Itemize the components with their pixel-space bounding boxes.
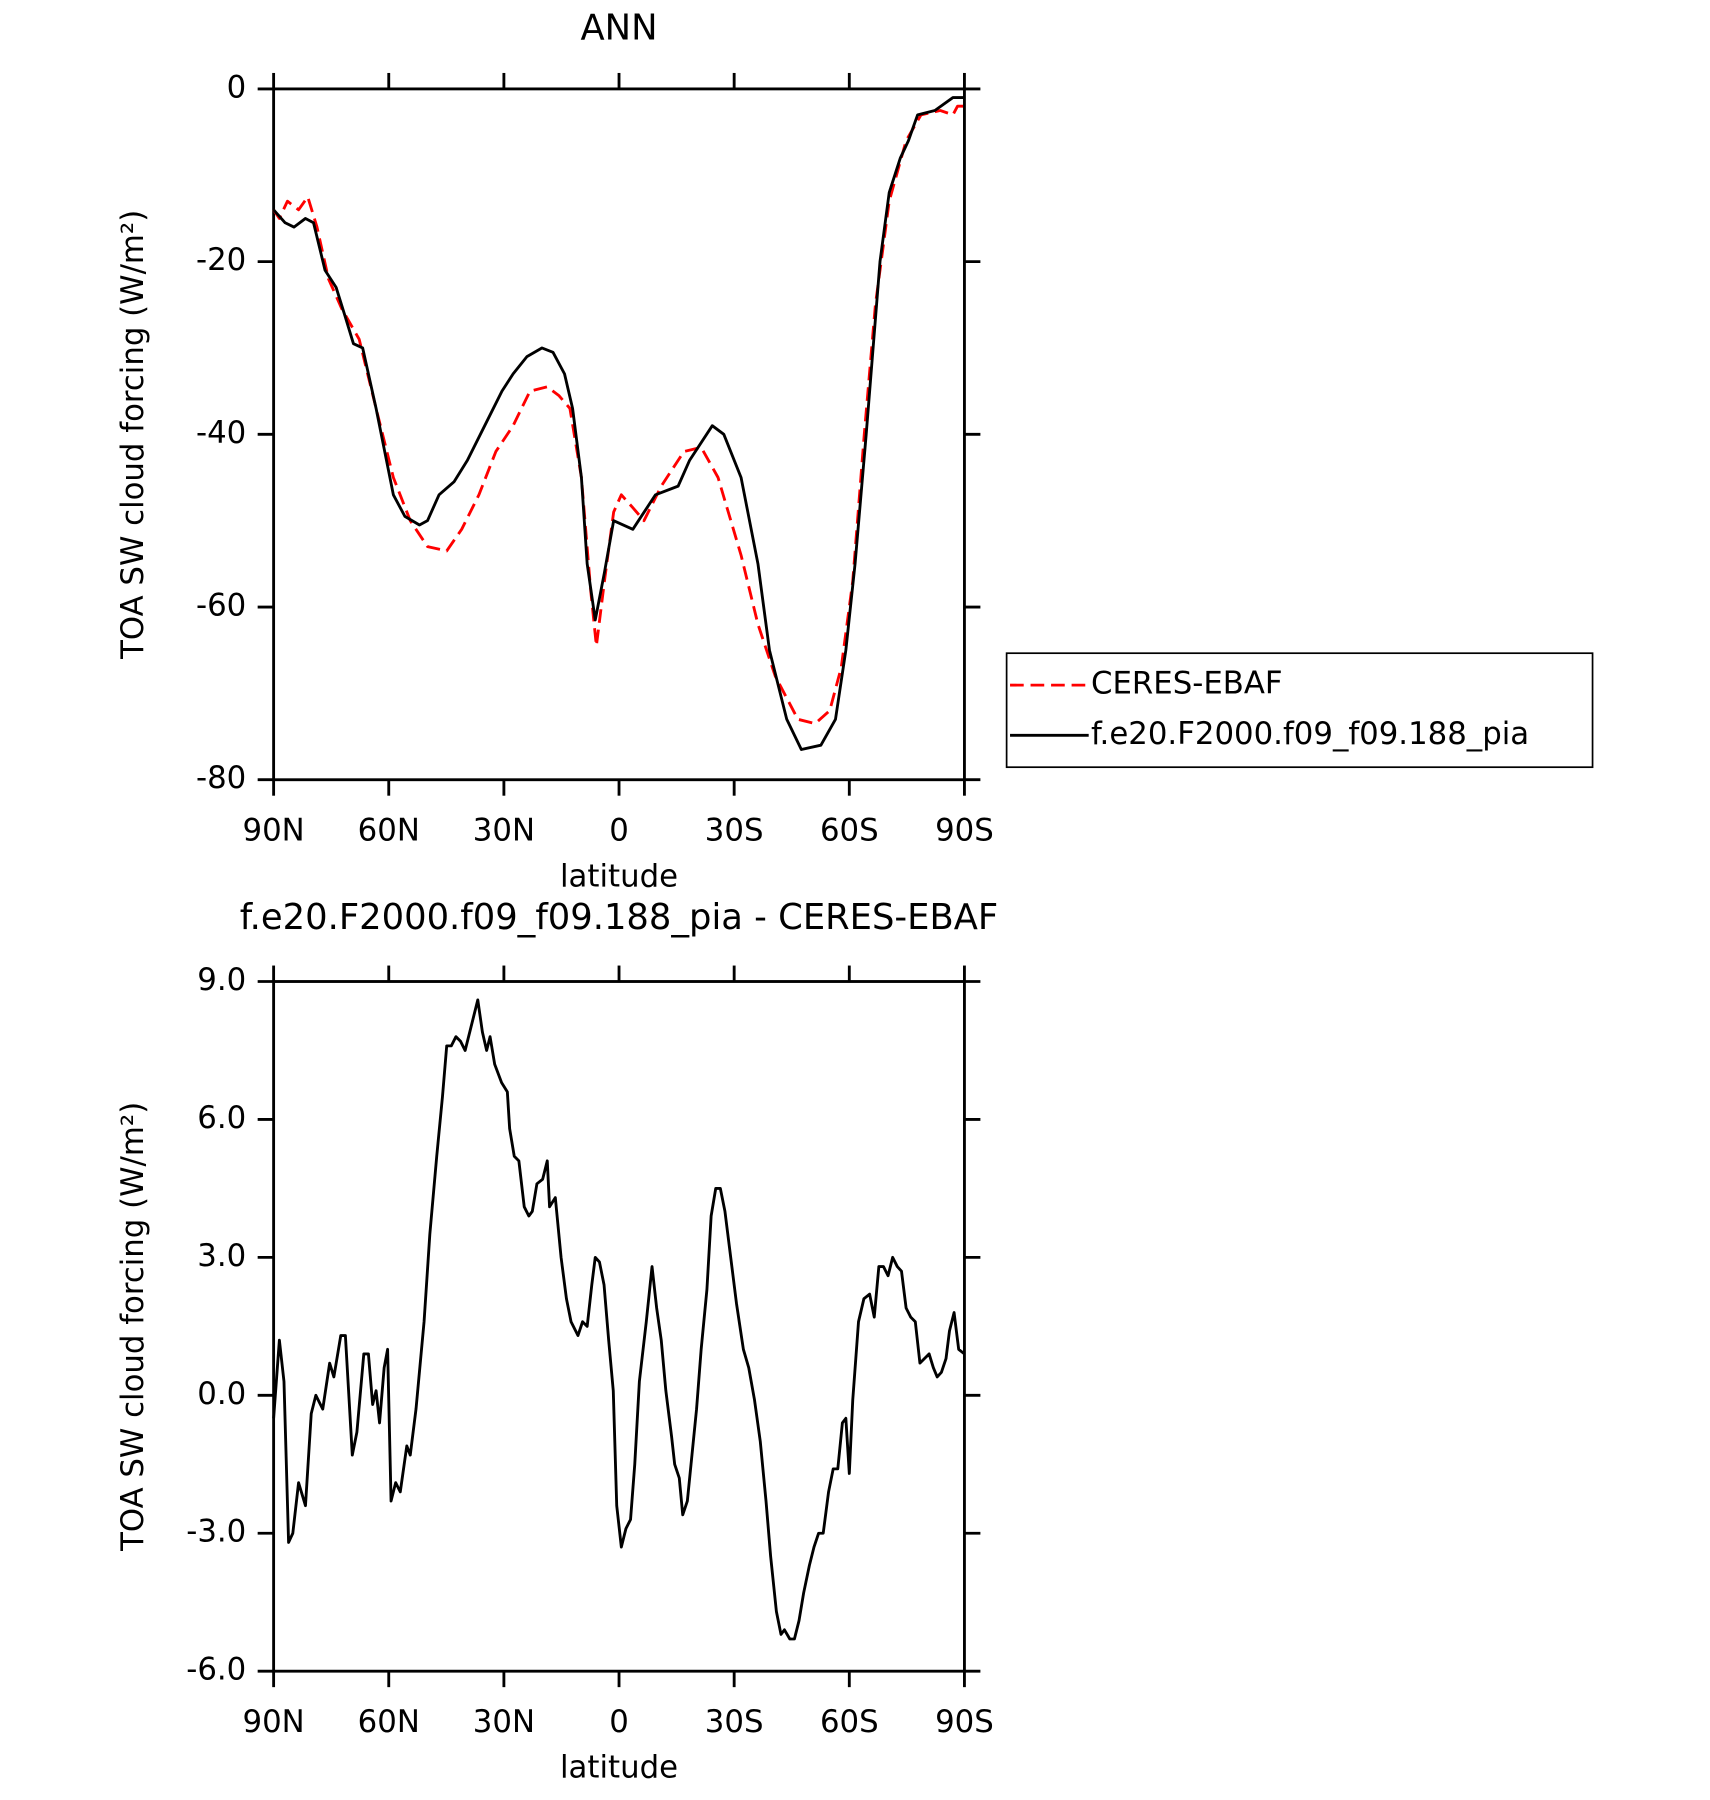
y-tick-label: -40	[196, 415, 246, 451]
chart-title: ANN	[581, 8, 658, 49]
legend-box	[1005, 652, 1594, 769]
y-tick-label: 0.0	[197, 1376, 246, 1412]
x-tick-label: 90N	[243, 1704, 305, 1740]
y-tick-label: -3.0	[186, 1514, 246, 1550]
y-tick-label: 3.0	[197, 1238, 246, 1274]
y-tick-label: 9.0	[197, 962, 246, 998]
y-tick-label: 0	[227, 69, 247, 105]
y-tick-label: -6.0	[186, 1652, 246, 1688]
legend-label: f.e20.F2000.f09_f09.188_pia	[1091, 716, 1529, 752]
x-tick-label: 60N	[358, 813, 420, 849]
x-tick-label: 90S	[935, 813, 994, 849]
x-tick-label: 60S	[820, 1704, 879, 1740]
x-tick-label: 30N	[473, 1704, 535, 1740]
legend-label: CERES-EBAF	[1091, 666, 1283, 702]
x-tick-label: 0	[609, 813, 629, 849]
x-tick-label: 60N	[358, 1704, 420, 1740]
y-tick-label: 6.0	[197, 1100, 246, 1136]
x-axis-label: latitude	[560, 858, 678, 894]
plot-frame	[272, 87, 966, 782]
x-tick-label: 0	[609, 1704, 629, 1740]
x-tick-label: 30N	[473, 813, 535, 849]
chart-title: f.e20.F2000.f09_f09.188_pia - CERES-EBAF	[240, 897, 998, 938]
x-tick-label: 90S	[935, 1704, 994, 1740]
y-tick-label: -60	[196, 588, 246, 624]
x-tick-label: 90N	[243, 813, 305, 849]
x-axis-label: latitude	[560, 1750, 678, 1786]
data-line	[272, 998, 966, 1641]
y-tick-label: -80	[196, 760, 246, 796]
plot-frame	[272, 980, 966, 1673]
data-line	[272, 96, 965, 751]
x-tick-label: 30S	[705, 1704, 764, 1740]
y-axis-label: TOA SW cloud forcing (W/m²)	[115, 1102, 151, 1552]
x-tick-label: 30S	[705, 813, 764, 849]
x-tick-label: 60S	[820, 813, 879, 849]
y-tick-label: -20	[196, 242, 246, 278]
y-axis-label: TOA SW cloud forcing (W/m²)	[115, 210, 151, 660]
